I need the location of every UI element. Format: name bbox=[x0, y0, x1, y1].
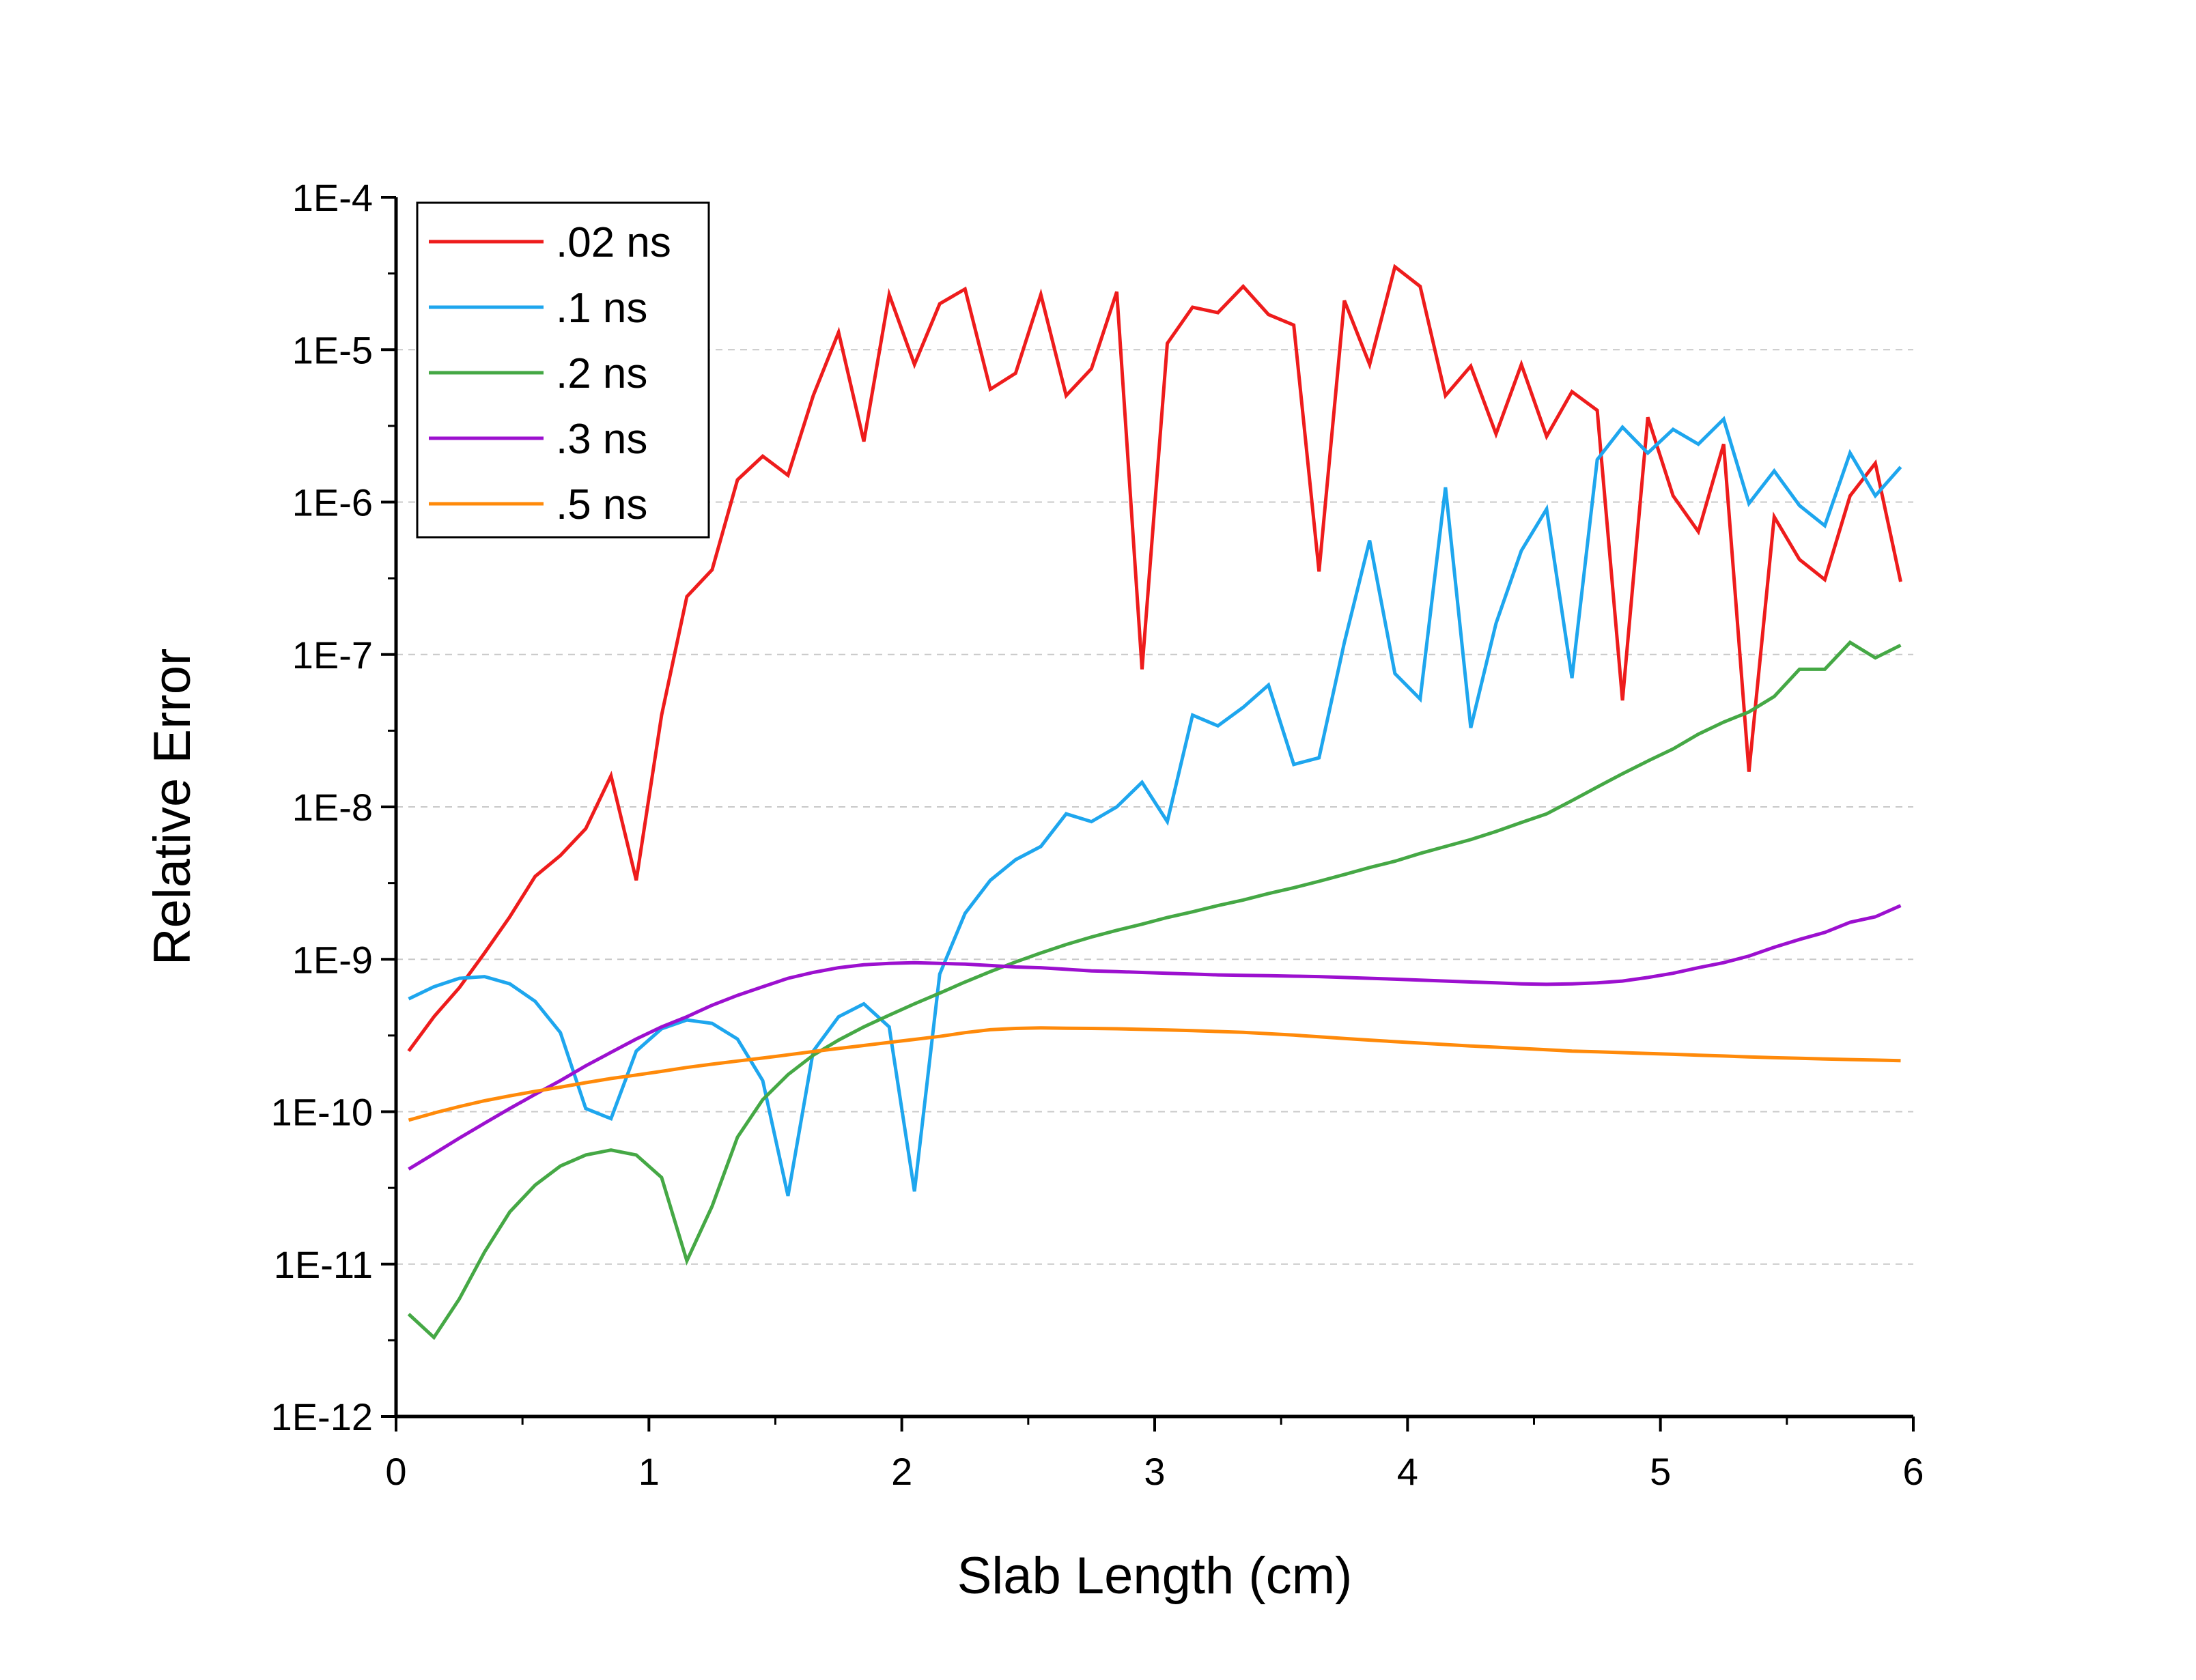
legend-label: .02 ns bbox=[556, 219, 671, 266]
y-tick-label: 1E-4 bbox=[292, 176, 373, 219]
legend-label: .5 ns bbox=[556, 481, 647, 528]
x-tick-label: 1 bbox=[638, 1450, 660, 1493]
y-tick-label: 1E-12 bbox=[271, 1395, 373, 1438]
x-axis-title: Slab Length (cm) bbox=[957, 1547, 1353, 1605]
x-tick-label: 2 bbox=[891, 1450, 912, 1493]
x-tick-label: 4 bbox=[1397, 1450, 1418, 1493]
x-tick-label: 3 bbox=[1144, 1450, 1165, 1493]
series-line bbox=[408, 904, 1902, 1171]
y-tick-label: 1E-10 bbox=[271, 1091, 373, 1134]
series-line bbox=[408, 416, 1902, 1197]
legend-box bbox=[416, 201, 710, 539]
legend-label: .2 ns bbox=[556, 350, 647, 397]
y-tick-label: 1E-8 bbox=[292, 786, 373, 829]
x-tick-label: 5 bbox=[1650, 1450, 1671, 1493]
y-tick-label: 1E-11 bbox=[274, 1243, 373, 1286]
plot-series bbox=[407, 264, 1902, 1341]
series-line bbox=[408, 1026, 1901, 1122]
x-tick-label: 0 bbox=[385, 1450, 406, 1493]
y-tick-label: 1E-9 bbox=[292, 938, 373, 981]
series-line bbox=[407, 640, 1902, 1341]
y-tick-label: 1E-6 bbox=[292, 481, 373, 524]
axis-ticks: 1E-12 1E-11 1E-10 1E-9 1E-8 1E-7 1E-6 1E-5 1E-4 0… bbox=[271, 176, 1924, 1493]
series-line bbox=[407, 264, 1902, 1053]
legend: .02 ns .1 ns .2 ns .3 ns .5 ns bbox=[416, 201, 710, 539]
legend-label: .3 ns bbox=[556, 416, 647, 463]
y-tick-label: 1E-5 bbox=[292, 328, 373, 371]
y-tick-label: 1E-7 bbox=[292, 633, 373, 677]
x-tick-label: 6 bbox=[1902, 1450, 1924, 1493]
y-axis-title: Relative Error bbox=[143, 649, 201, 966]
legend-label: .1 ns bbox=[556, 285, 647, 332]
